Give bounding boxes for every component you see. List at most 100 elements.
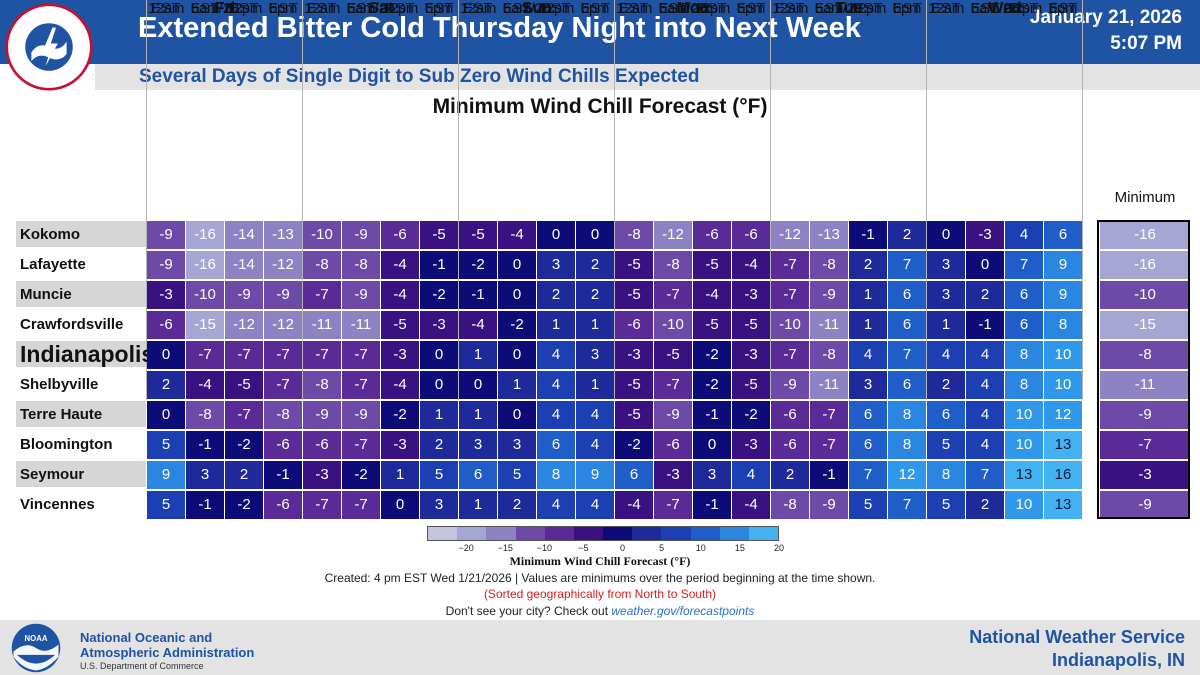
wind-chill-cell: -1 <box>693 401 731 429</box>
wind-chill-cell: -7 <box>654 491 692 519</box>
colorbar-segment <box>661 527 691 540</box>
wind-chill-cell: -7 <box>303 341 341 369</box>
wind-chill-cell: 2 <box>420 431 458 459</box>
minimum-cell: -15 <box>1100 311 1190 339</box>
wind-chill-cell: 4 <box>732 461 770 489</box>
wind-chill-cell: 0 <box>966 251 1004 279</box>
colorbar-segment <box>515 527 545 540</box>
colorbar-tick-label: −5 <box>578 543 589 553</box>
wind-chill-cell: 0 <box>420 371 458 399</box>
wind-chill-cell: 4 <box>849 341 887 369</box>
wind-chill-cell: -6 <box>147 311 185 339</box>
city-name: Kokomo <box>16 221 146 247</box>
wind-chill-cell: 7 <box>888 251 926 279</box>
colorbar-segment <box>719 527 749 540</box>
wind-chill-cell: 3 <box>498 431 536 459</box>
wind-chill-cell: 3 <box>420 491 458 519</box>
wind-chill-cell: -3 <box>381 431 419 459</box>
wind-chill-cell: -3 <box>381 341 419 369</box>
wind-chill-cell: -7 <box>771 251 809 279</box>
hour-label: 6am <box>815 0 843 17</box>
wind-chill-cell: -8 <box>810 341 848 369</box>
wind-chill-cell: -3 <box>966 221 1004 249</box>
colorbar-tick-label: −20 <box>458 543 474 553</box>
subtitle-bar <box>95 64 1200 90</box>
colorbar-segment <box>573 527 604 540</box>
wind-chill-cell: -1 <box>186 431 224 459</box>
wind-chill-cell: 2 <box>849 251 887 279</box>
wind-chill-cell: -11 <box>810 371 848 399</box>
timezone-label: EST <box>697 0 727 17</box>
wind-chill-cell: 0 <box>498 251 536 279</box>
wind-chill-cell: -9 <box>147 221 185 249</box>
wind-chill-cell: 12 <box>1044 401 1082 429</box>
minimum-column-header: Minimum <box>1114 189 1176 206</box>
wind-chill-cell: 2 <box>576 281 614 309</box>
timezone-label: EST <box>775 0 805 17</box>
forecast-points-link[interactable]: weather.gov/forecastpoints <box>611 604 755 618</box>
timezone-label: EST <box>151 0 181 17</box>
wind-chill-cell: 9 <box>147 461 185 489</box>
minimum-cell: -3 <box>1100 461 1190 489</box>
wind-chill-cell: 8 <box>927 461 965 489</box>
wind-chill-cell: -6 <box>771 431 809 459</box>
wind-chill-cell: -3 <box>303 461 341 489</box>
wind-chill-cell: -7 <box>342 371 380 399</box>
timezone-label: EST <box>385 0 415 17</box>
wind-chill-cell: 2 <box>498 491 536 519</box>
wind-chill-cell: 0 <box>381 491 419 519</box>
page-subtitle: Several Days of Single Digit to Sub Zero… <box>139 66 700 87</box>
wind-chill-cell: 4 <box>537 371 575 399</box>
timezone-label: EST <box>658 0 688 17</box>
wind-chill-cell: 5 <box>147 491 185 519</box>
wind-chill-cell: -13 <box>810 221 848 249</box>
wind-chill-cell: -1 <box>966 311 1004 339</box>
wind-chill-cell: 6 <box>888 371 926 399</box>
nws-seal-icon <box>5 3 93 91</box>
wind-chill-cell: -2 <box>693 371 731 399</box>
wind-chill-cell: -6 <box>381 221 419 249</box>
wind-chill-cell: -5 <box>654 341 692 369</box>
wind-chill-cell: -12 <box>264 311 302 339</box>
hour-label: 6am <box>659 0 687 17</box>
wind-chill-cell: 13 <box>1044 431 1082 459</box>
page-title: Extended Bitter Cold Thursday Night into… <box>138 12 861 44</box>
wind-chill-cell: 3 <box>927 281 965 309</box>
wind-chill-cell: -6 <box>303 431 341 459</box>
wind-chill-cell: 3 <box>537 251 575 279</box>
wind-chill-cell: 5 <box>498 461 536 489</box>
wind-chill-cell: 4 <box>966 341 1004 369</box>
wind-chill-cell: -10 <box>186 281 224 309</box>
minimum-cell: -11 <box>1100 371 1190 399</box>
wind-chill-cell: -6 <box>654 431 692 459</box>
wind-chill-cell: -9 <box>342 221 380 249</box>
day-separator <box>1082 0 1083 400</box>
wind-chill-cell: -5 <box>381 311 419 339</box>
timezone-label: EST <box>580 0 610 17</box>
wind-chill-cell: 0 <box>147 401 185 429</box>
wind-chill-cell: -7 <box>810 401 848 429</box>
wind-chill-cell: -4 <box>381 251 419 279</box>
wind-chill-cell: 6 <box>459 461 497 489</box>
wind-chill-cell: 0 <box>420 341 458 369</box>
minimum-cell: -16 <box>1100 221 1190 249</box>
wind-chill-cell: -4 <box>186 371 224 399</box>
day-separator <box>770 0 771 400</box>
wind-chill-cell: 5 <box>927 431 965 459</box>
day-name-label: Mon <box>676 0 710 17</box>
noaa-logo-icon: NOAA <box>11 623 61 673</box>
day-date-label: 1/23 <box>210 0 240 17</box>
wind-chill-cell: -1 <box>693 491 731 519</box>
colorbar-segment <box>748 527 779 540</box>
timezone-label: EST <box>1048 0 1078 17</box>
wind-chill-cell: -8 <box>303 371 341 399</box>
wind-chill-cell: -14 <box>225 251 263 279</box>
wind-chill-cell: 10 <box>1005 431 1043 459</box>
day-separator <box>458 0 459 400</box>
wind-chill-cell: 8 <box>888 431 926 459</box>
wind-chill-cell: 0 <box>537 221 575 249</box>
wind-chill-cell: -5 <box>615 251 653 279</box>
wind-chill-cell: 1 <box>498 371 536 399</box>
wind-chill-cell: 2 <box>771 461 809 489</box>
wind-chill-cell: -9 <box>810 281 848 309</box>
